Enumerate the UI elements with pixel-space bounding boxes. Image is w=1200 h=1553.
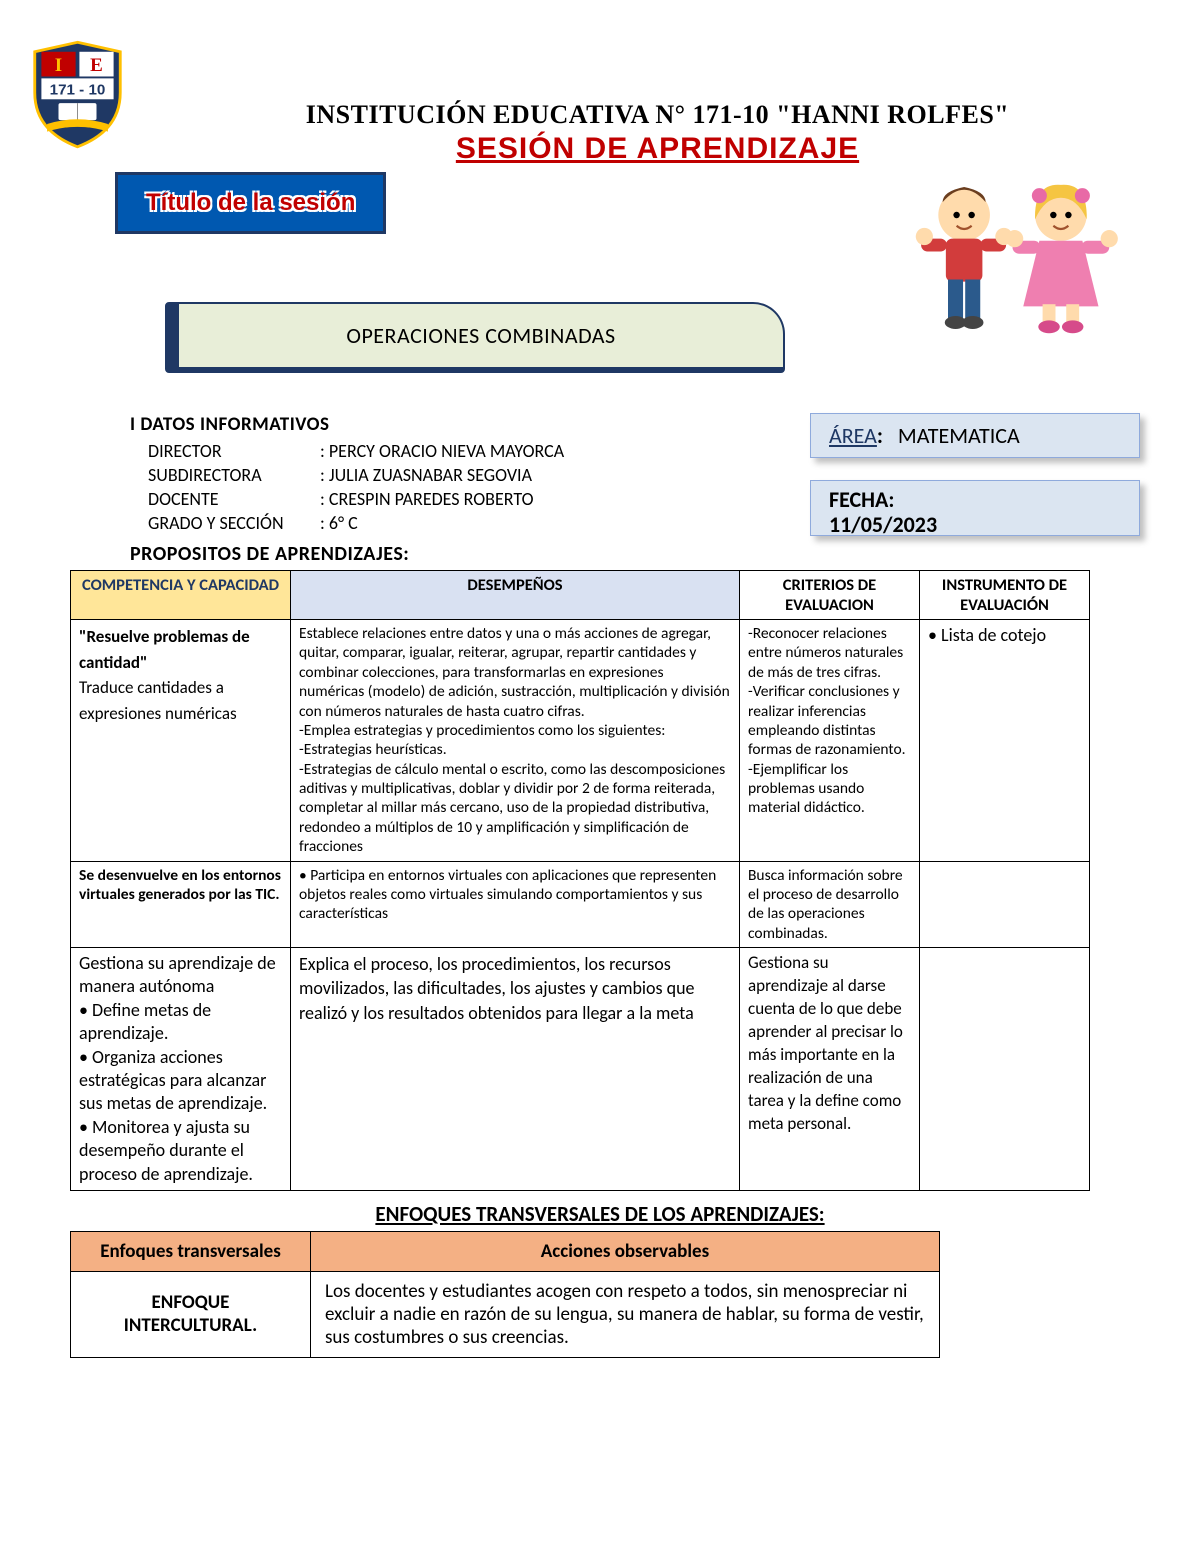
session-title: SESIÓN DE APRENDIZAJE	[145, 132, 1170, 166]
th-acciones: Acciones observables	[311, 1231, 940, 1271]
enfoques-heading: ENFOQUES TRANSVERSALES DE LOS APRENDIZAJ…	[30, 1201, 1170, 1227]
cell-criterios: Busca información sobre el proceso de de…	[740, 861, 920, 948]
cell-desempenos: Establece relaciones entre datos y una o…	[291, 620, 740, 862]
enfoques-table: Enfoques transversales Acciones observab…	[70, 1231, 940, 1358]
svg-text:171 - 10: 171 - 10	[50, 82, 106, 99]
table-row: Se desenvuelve en los entornos virtuales…	[71, 861, 1090, 948]
info-row: DOCENTE: CRESPIN PAREDES ROBERTO	[130, 488, 780, 510]
info-row: SUBDIRECTORA: JULIA ZUASNABAR SEGOVIA	[130, 464, 780, 486]
institution-name: INSTITUCIÓN EDUCATIVA N° 171-10 "HANNI R…	[145, 100, 1170, 130]
datos-informativos-label: I DATOS INFORMATIVOS	[130, 413, 780, 436]
cell-competencia: "Resuelve problemas de cantidad"Traduce …	[71, 620, 291, 862]
cell-competencia: Se desenvuelve en los entornos virtuales…	[71, 861, 291, 948]
cell-competencia: Gestiona su aprendizaje de manera autóno…	[71, 948, 291, 1191]
th-desempenos: DESEMPEÑOS	[291, 571, 740, 620]
propositos-heading: PROPOSITOS DE APRENDIZAJES:	[130, 542, 1170, 566]
title-chip: Título de la sesión	[115, 172, 386, 234]
cell-instrumento	[920, 948, 1090, 1191]
cell-criterios: -Reconocer relaciones entre números natu…	[740, 620, 920, 862]
propositos-table: COMPETENCIA Y CAPACIDAD DESEMPEÑOS CRITE…	[70, 570, 1090, 1191]
table-row: ENFOQUE INTERCULTURAL. Los docentes y es…	[71, 1271, 940, 1357]
table-row: Gestiona su aprendizaje de manera autóno…	[71, 948, 1090, 1191]
enfoque-cell: ENFOQUE INTERCULTURAL.	[71, 1271, 311, 1357]
acciones-cell: Los docentes y estudiantes acogen con re…	[311, 1271, 940, 1357]
th-criterios: CRITERIOS DE EVALUACION	[740, 571, 920, 620]
cell-criterios: Gestiona su aprendizaje al darse cuenta …	[740, 948, 920, 1191]
svg-text:E: E	[90, 55, 103, 76]
cell-instrumento: • Lista de cotejo	[920, 620, 1090, 862]
fecha-pill: FECHA: 11/05/2023	[810, 480, 1140, 536]
th-instrumento: INSTRUMENTO DE EVALUACIÓN	[920, 571, 1090, 620]
info-value: : PERCY ORACIO NIEVA MAYORCA	[320, 440, 780, 462]
area-pill: ÁREA: MATEMATICA	[810, 413, 1140, 458]
table-row: "Resuelve problemas de cantidad"Traduce …	[71, 620, 1090, 862]
info-row: GRADO Y SECCIÓN: 6° C	[130, 512, 780, 534]
info-label: GRADO Y SECCIÓN	[130, 512, 320, 534]
cell-desempenos: • Participa en entornos virtuales con ap…	[291, 861, 740, 948]
info-label: SUBDIRECTORA	[130, 464, 320, 486]
info-value: : CRESPIN PAREDES ROBERTO	[320, 488, 780, 510]
info-row: DIRECTOR: PERCY ORACIO NIEVA MAYORCA	[130, 440, 780, 462]
th-competencia: COMPETENCIA Y CAPACIDAD	[71, 571, 291, 620]
topic-box: OPERACIONES COMBINADAS	[165, 302, 785, 373]
cell-desempenos: Explica el proceso, los procedimientos, …	[291, 948, 740, 1191]
info-value: : 6° C	[320, 512, 780, 534]
th-enfoques: Enfoques transversales	[71, 1231, 311, 1271]
info-label: DIRECTOR	[130, 440, 320, 462]
cell-instrumento	[920, 861, 1090, 948]
children-illustration	[905, 172, 1120, 342]
svg-text:I: I	[55, 55, 62, 76]
school-shield-icon: I E 171 - 10	[30, 40, 125, 150]
info-value: : JULIA ZUASNABAR SEGOVIA	[320, 464, 780, 486]
info-label: DOCENTE	[130, 488, 320, 510]
